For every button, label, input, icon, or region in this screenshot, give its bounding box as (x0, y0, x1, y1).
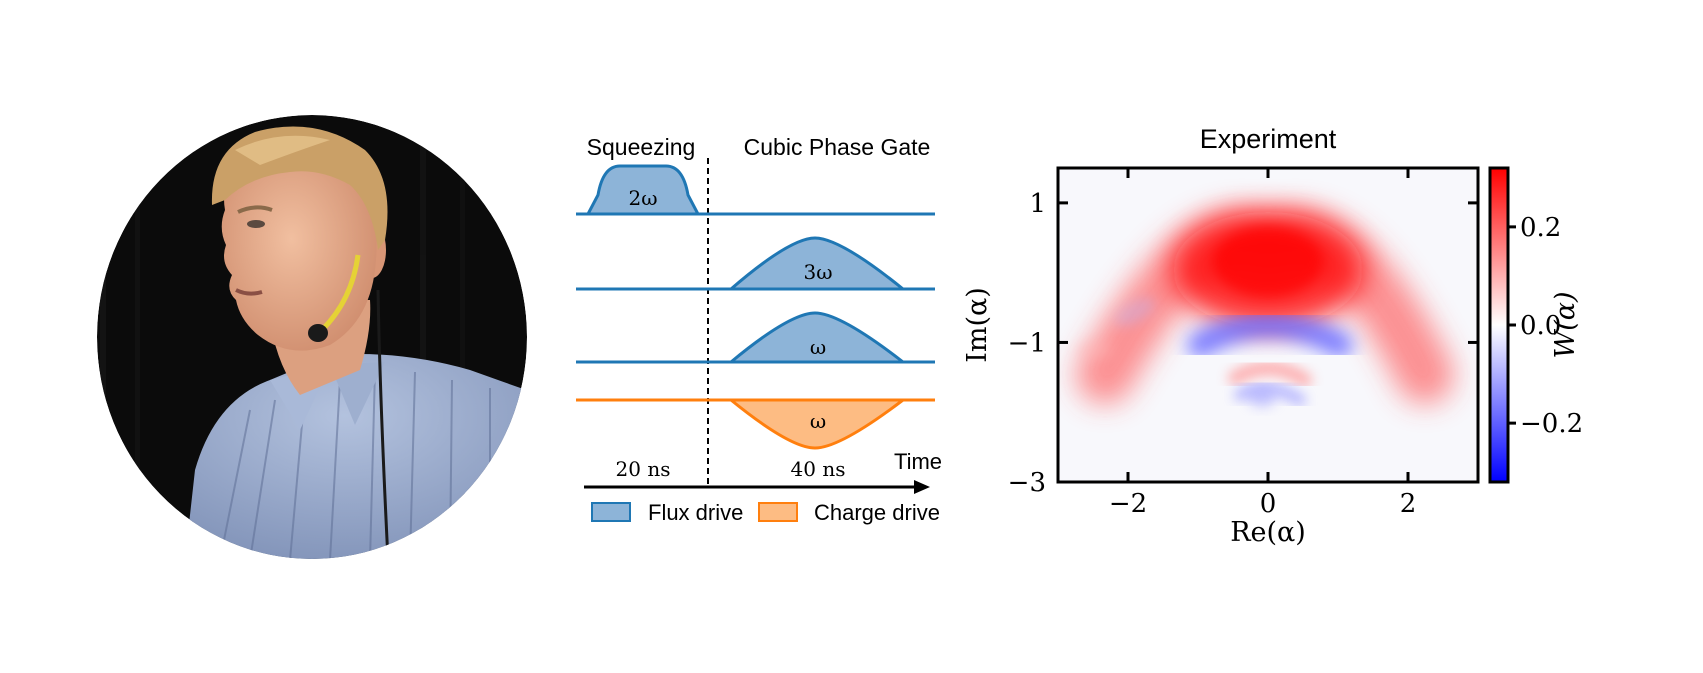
squeezing-header: Squeezing (587, 134, 696, 160)
cubic-phase-gate-header: Cubic Phase Gate (744, 134, 931, 160)
chart-title: Experiment (1200, 124, 1337, 154)
pulse-label: 3ω (803, 260, 832, 284)
legend-label-charge: Charge drive (814, 500, 940, 525)
colorbar-ticks: 0.2 0.0 −0.2 (1508, 213, 1583, 439)
pulse-sequence-panel: Squeezing Cubic Phase Gate 2ω 3ω ω ω (576, 134, 942, 525)
pulse-label: ω (810, 335, 826, 359)
colorbar-tick-label: 0.2 (1520, 213, 1561, 243)
colorbar: 0.2 0.0 −0.2 W(α) (1488, 166, 1583, 484)
y-tick-label: −1 (1008, 328, 1046, 358)
colorbar-tick-label: −0.2 (1520, 409, 1583, 439)
x-axis-label: Re(α) (1230, 517, 1306, 548)
duration-second: 40 ns (791, 457, 846, 481)
pulse-squeezing: 2ω (576, 164, 935, 216)
y-axis: 1 −1 −3 (1008, 189, 1478, 498)
pulse-legend: Flux drive Charge drive (591, 500, 940, 525)
legend-swatch-charge (758, 502, 798, 522)
time-arrow-icon (914, 480, 930, 494)
duration-first: 20 ns (616, 457, 671, 481)
pulse-3w: 3ω (576, 236, 935, 291)
x-axis: −2 0 2 (1109, 168, 1416, 519)
speaker-portrait (97, 115, 527, 559)
y-tick-label: −3 (1008, 468, 1046, 498)
time-label: Time (894, 449, 942, 474)
pulse-w-charge: ω (576, 398, 935, 450)
pulse-label: ω (810, 409, 826, 433)
wigner-chart: Experiment −2 0 2 1 −1 −3 Re(α) (962, 124, 1583, 548)
y-axis-label: Im(α) (962, 287, 993, 363)
colorbar-label: W(α) (1550, 291, 1581, 358)
colorbar-tick-label: 0.0 (1520, 311, 1561, 341)
negative-arc (1187, 312, 1353, 358)
x-tick-label: −2 (1109, 489, 1147, 519)
pulse-w-flux: ω (576, 311, 935, 364)
legend-label-flux: Flux drive (648, 500, 743, 525)
inner-positive-arc (1228, 361, 1312, 387)
pulse-label: 2ω (628, 186, 657, 210)
heatmap-layer (1058, 168, 1478, 482)
x-tick-label: 0 (1260, 489, 1277, 519)
legend-swatch-flux (591, 502, 631, 522)
colorbar-gradient (1488, 166, 1510, 484)
inner-negative-arc (1234, 382, 1306, 406)
x-tick-label: 2 (1400, 489, 1417, 519)
y-tick-label: 1 (1029, 189, 1046, 219)
